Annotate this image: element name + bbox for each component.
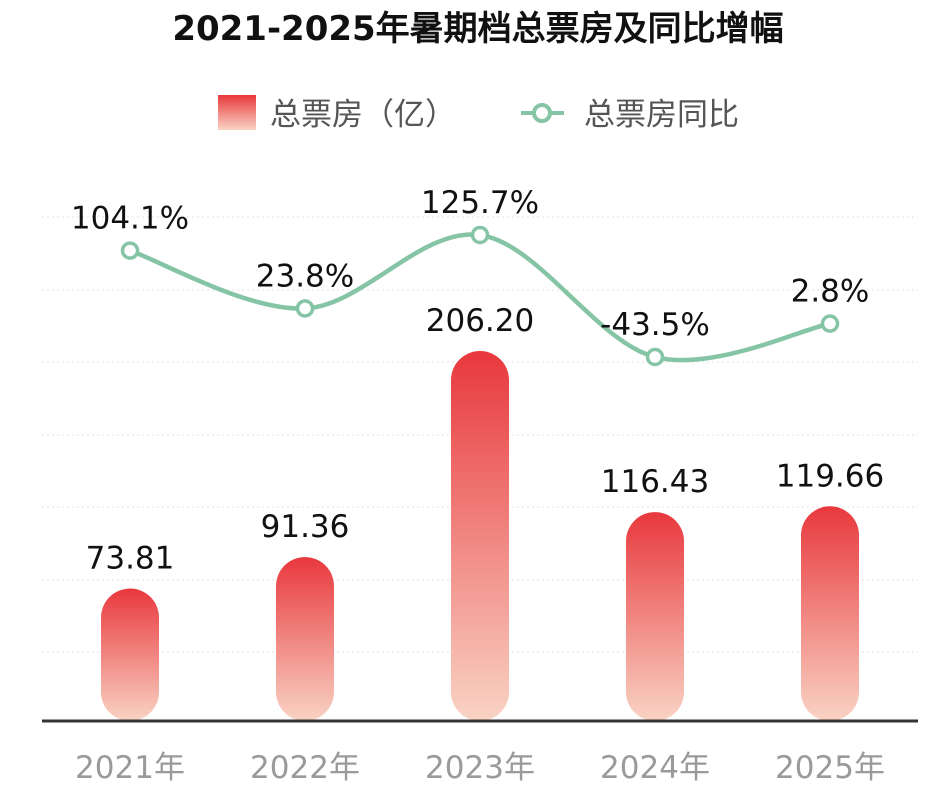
x-axis-ticks: 2021年 2022年 2023年 2024年 2025年 — [75, 750, 885, 786]
bar-value-label: 206.20 — [426, 303, 534, 339]
yoy-line-path — [129, 232, 831, 363]
bar-2 — [451, 351, 509, 721]
legend-line-swatch-marker — [532, 103, 552, 123]
yoy-value-label: -43.5% — [600, 307, 710, 343]
bar-value-label: 91.36 — [261, 509, 350, 545]
yoy-value-label: 2.8% — [791, 274, 870, 310]
yoy-point — [470, 225, 490, 245]
bar-3 — [626, 512, 684, 721]
x-tick-label: 2024年 — [600, 750, 710, 786]
x-tick-label: 2025年 — [775, 750, 885, 786]
legend: 总票房（亿） 总票房同比 — [218, 95, 739, 133]
yoy-line: 104.1% 23.8% 125.7% -43.5% 2.8% — [71, 185, 870, 367]
x-tick-label: 2021年 — [75, 750, 185, 786]
bar-4 — [801, 506, 859, 721]
yoy-point — [645, 347, 665, 367]
legend-line-label: 总票房同比 — [584, 97, 739, 133]
chart-title: 2021-2025年暑期档总票房及同比增幅 — [172, 9, 783, 49]
legend-bar-label: 总票房（亿） — [270, 97, 456, 133]
yoy-value-label: 104.1% — [71, 201, 189, 237]
gridlines — [42, 216, 918, 653]
bar-value-label: 116.43 — [601, 464, 709, 500]
bar-1 — [276, 557, 334, 721]
yoy-point — [120, 241, 140, 260]
yoy-value-label: 125.7% — [421, 185, 539, 221]
bar-value-label: 73.81 — [86, 541, 175, 577]
x-tick-label: 2022年 — [250, 750, 360, 786]
yoy-point — [820, 314, 840, 333]
yoy-point — [295, 299, 315, 318]
bars: 73.81 91.36 206.20 116.43 119.66 — [86, 303, 884, 721]
x-tick-label: 2023年 — [425, 750, 535, 786]
bar-0 — [101, 588, 159, 721]
yoy-value-label: 23.8% — [256, 258, 354, 294]
legend-bar-swatch — [218, 95, 256, 130]
bar-value-label: 119.66 — [776, 458, 884, 494]
